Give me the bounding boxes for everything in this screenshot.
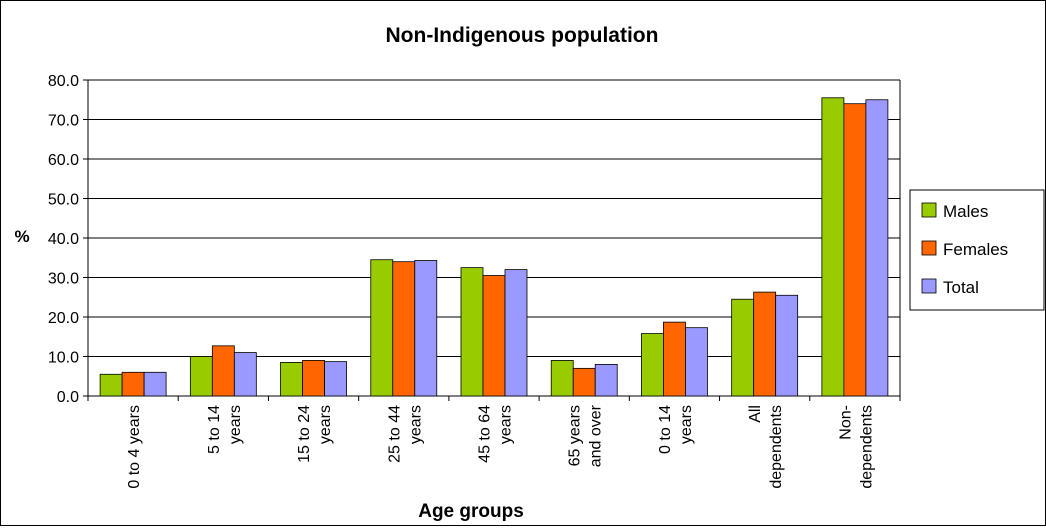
bar-females: [392, 261, 416, 397]
x-category-label: dependents: [858, 405, 875, 489]
bar-males: [370, 259, 394, 397]
y-tick-label: 30.0: [48, 271, 79, 288]
bar-males: [550, 360, 574, 397]
bar-females: [753, 291, 777, 397]
legend-label-total: Total: [943, 278, 979, 297]
chart-title: Non-Indigenous population: [386, 24, 659, 47]
x-category-label: years: [498, 405, 515, 444]
y-tick-label: 20.0: [48, 310, 79, 327]
legend-swatch-males: [921, 202, 937, 218]
bar-females: [302, 360, 325, 397]
x-category-label: Non-: [837, 405, 854, 440]
bar-total: [143, 371, 167, 397]
y-axis-label: %: [14, 227, 29, 246]
x-category-label: 0 to 4 years: [126, 405, 143, 489]
bar-total: [685, 327, 708, 397]
legend: Males Females Total: [909, 189, 1045, 311]
bar-total: [414, 260, 438, 397]
bar-males: [821, 97, 845, 397]
bar-females: [482, 275, 506, 397]
bar-females: [663, 321, 686, 397]
x-category-label: and over: [588, 404, 605, 467]
bar-males: [641, 333, 664, 397]
bar-males: [731, 298, 755, 397]
x-category-label: 65 years: [567, 405, 584, 466]
bar-females: [121, 371, 145, 397]
x-category-label: years: [678, 405, 695, 444]
x-category-label: All: [747, 405, 764, 423]
bar-total: [865, 99, 889, 397]
bar-females: [211, 345, 235, 397]
bar-total: [233, 352, 257, 397]
legend-swatch-females: [921, 240, 937, 256]
bar-males: [280, 362, 303, 397]
legend-label-females: Females: [943, 240, 1008, 259]
x-category-label: 45 to 64: [477, 405, 494, 463]
bar-males: [460, 267, 484, 397]
bar-males: [189, 356, 213, 397]
y-tick-label: 50.0: [48, 192, 79, 209]
bar-total: [775, 294, 799, 397]
y-tick-label: 10.0: [48, 350, 79, 367]
x-axis-label: Age groups: [418, 501, 524, 522]
bar-females: [572, 367, 596, 397]
x-category-label: 0 to 14: [657, 405, 674, 454]
y-tick-label: 60.0: [48, 152, 79, 169]
x-category-label: dependents: [768, 405, 785, 489]
legend-swatch-total: [921, 278, 937, 294]
bar-total: [324, 361, 347, 397]
x-category-label: 25 to 44: [386, 405, 403, 463]
legend-label-males: Males: [943, 202, 988, 221]
y-tick-label: 40.0: [48, 231, 79, 248]
y-tick-label: 0.0: [57, 389, 79, 406]
bar-total: [594, 363, 618, 397]
bar-males: [99, 373, 123, 397]
x-category-label: years: [317, 405, 334, 444]
x-category-label: years: [227, 405, 244, 444]
plot-area: 0.0 10.0 20.0 30.0 40.0 50.0 60.0 70.0 80.0 0 to …: [48, 73, 901, 489]
y-tick-label: 80.0: [48, 73, 79, 90]
bar-females: [843, 103, 867, 397]
x-category-label: 5 to 14: [206, 405, 223, 454]
bar-total: [504, 269, 528, 397]
y-tick-label: 70.0: [48, 113, 79, 130]
x-category-label: 15 to 24: [296, 405, 313, 463]
x-category-label: years: [407, 405, 424, 444]
